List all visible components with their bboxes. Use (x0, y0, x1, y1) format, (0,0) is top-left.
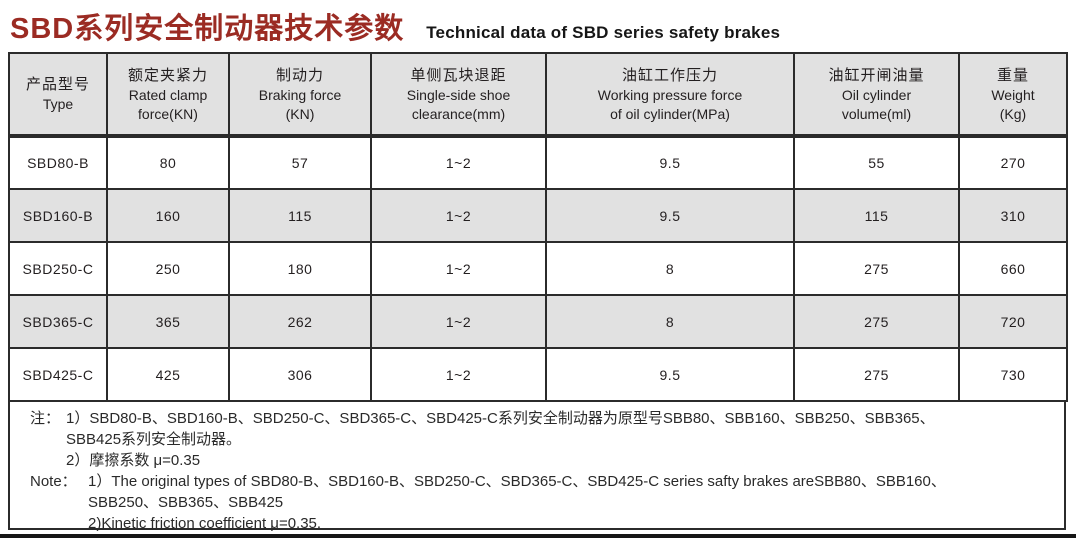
table-header-row: 产品型号 Type 额定夹紧力 Rated clamp force(KN) 制动… (8, 52, 1068, 138)
note-zh-line2: SBB425系列安全制动器。 (66, 431, 242, 448)
cell-value: 310 (958, 188, 1068, 243)
note-en-line1: 1）The original types of SBD80-B、SBD160-B… (88, 473, 946, 490)
header-en: Weight (991, 86, 1035, 103)
header-en: Oil cylinder (841, 86, 912, 103)
column-header-weight: 重量 Weight (Kg) (958, 52, 1068, 138)
column-header-oil-volume: 油缸开闸油量 Oil cylinder volume(ml) (793, 52, 960, 138)
column-header-shoe-clearance: 单侧瓦块退距 Single-side shoe clearance(mm) (370, 52, 547, 138)
column-header-braking-force: 制动力 Braking force (KN) (228, 52, 372, 138)
cell-type: SBD160-B (8, 188, 108, 243)
cell-value: 262 (228, 294, 372, 349)
cell-value: 55 (793, 135, 960, 190)
bottom-divider-rule (0, 534, 1076, 538)
header-en: Single-side shoe (406, 86, 511, 103)
cell-value: 9.5 (545, 188, 795, 243)
header-en: (Kg) (999, 105, 1027, 122)
note-zh-line3: 2）摩擦系数 μ=0.35 (66, 452, 201, 469)
technical-data-table: 产品型号 Type 额定夹紧力 Rated clamp force(KN) 制动… (8, 52, 1068, 402)
cell-value: 275 (793, 347, 960, 402)
header-en: of oil cylinder(MPa) (610, 105, 730, 122)
header-zh: 油缸工作压力 (621, 66, 718, 84)
cell-value: 270 (958, 135, 1068, 190)
header-zh: 单侧瓦块退距 (410, 66, 507, 84)
note-en-line3: 2)Kinetic friction coefficient μ=0.35. (88, 515, 322, 532)
header-en: Braking force (258, 86, 342, 103)
cell-value: 275 (793, 241, 960, 296)
header-en: (KN) (285, 105, 315, 122)
cell-value: 660 (958, 241, 1068, 296)
header-zh: 油缸开闸油量 (828, 66, 925, 84)
cell-value: 9.5 (545, 135, 795, 190)
table-row-sbd250-c: SBD250-C 250 180 1~2 8 275 660 (8, 241, 1068, 296)
page-title-en: Technical data of SBD series safety brak… (426, 23, 781, 42)
cell-value: 80 (106, 135, 230, 190)
cell-value: 9.5 (545, 347, 795, 402)
header-zh: 额定夹紧力 (127, 66, 208, 84)
cell-value: 275 (793, 294, 960, 349)
notes-section: 注： 1）SBD80-B、SBD160-B、SBD250-C、SBD365-C、… (8, 400, 1066, 532)
cell-value: 180 (228, 241, 372, 296)
column-header-rated-clamp-force: 额定夹紧力 Rated clamp force(KN) (106, 52, 230, 138)
cell-value: 8 (545, 294, 795, 349)
header-en: force(KN) (138, 105, 198, 122)
table-row-sbd425-c: SBD425-C 425 306 1~2 9.5 275 730 (8, 347, 1068, 402)
cell-type: SBD425-C (8, 347, 108, 402)
table-row-sbd365-c: SBD365-C 365 262 1~2 8 275 720 (8, 294, 1068, 349)
cell-value: 730 (958, 347, 1068, 402)
note-zh-line1: 1）SBD80-B、SBD160-B、SBD250-C、SBD365-C、SBD… (66, 410, 935, 427)
cell-type: SBD365-C (8, 294, 108, 349)
cell-value: 8 (545, 241, 795, 296)
cell-value: 57 (228, 135, 372, 190)
cell-value: 425 (106, 347, 230, 402)
note-zh-label: 注： (30, 410, 61, 427)
cell-value: 306 (228, 347, 372, 402)
cell-value: 250 (106, 241, 230, 296)
header-en: clearance(mm) (411, 105, 506, 122)
header-en: Type (42, 96, 74, 112)
note-en-line2: SBB250、SBB365、SBB425 (88, 494, 284, 511)
cell-value: 160 (106, 188, 230, 243)
header-en: Working pressure force (597, 86, 743, 103)
column-header-type: 产品型号 Type (8, 52, 108, 138)
note-zh: 注： 1）SBD80-B、SBD160-B、SBD250-C、SBD365-C、… (30, 408, 1056, 471)
note-en-label: Note： (30, 473, 77, 490)
cell-value: 115 (793, 188, 960, 243)
header-en: volume(ml) (841, 105, 912, 122)
cell-value: 365 (106, 294, 230, 349)
cell-type: SBD80-B (8, 135, 108, 190)
note-en: Note： 1）The original types of SBD80-B、SB… (30, 471, 1056, 534)
cell-value: 720 (958, 294, 1068, 349)
header-en: Rated clamp (128, 86, 208, 103)
cell-type: SBD250-C (8, 241, 108, 296)
page-title-zh: SBD系列安全制动器技术参数 (10, 13, 405, 45)
table-row-sbd160-b: SBD160-B 160 115 1~2 9.5 115 310 (8, 188, 1068, 243)
header-zh: 制动力 (275, 66, 324, 84)
page-header: SBD系列安全制动器技术参数 Technical data of SBD ser… (0, 0, 1076, 47)
cell-value: 1~2 (370, 241, 547, 296)
cell-value: 1~2 (370, 135, 547, 190)
table-row-sbd80-b: SBD80-B 80 57 1~2 9.5 55 270 (8, 135, 1068, 190)
cell-value: 1~2 (370, 188, 547, 243)
column-header-working-pressure: 油缸工作压力 Working pressure force of oil cyl… (545, 52, 795, 138)
cell-value: 1~2 (370, 347, 547, 402)
header-zh: 产品型号 (25, 76, 90, 93)
cell-value: 115 (228, 188, 372, 243)
cell-value: 1~2 (370, 294, 547, 349)
header-zh: 重量 (996, 66, 1029, 84)
